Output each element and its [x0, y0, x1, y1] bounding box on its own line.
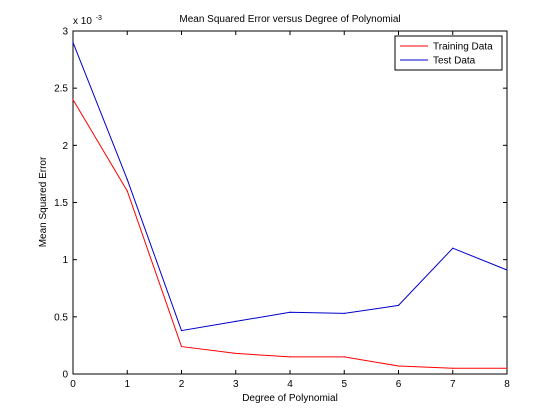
data-point [506, 367, 508, 369]
series-lines [72, 41, 508, 369]
legend-label: Test Data [433, 56, 476, 67]
data-point [72, 99, 74, 101]
data-point [343, 356, 345, 358]
y-scale-prefix: x 10 [73, 16, 92, 27]
x-tick-label: 4 [287, 379, 293, 390]
data-point [452, 367, 454, 369]
legend-label: Training Data [433, 42, 493, 53]
data-point [506, 269, 508, 271]
y-tick-label: 1 [62, 255, 68, 266]
data-point [126, 190, 128, 192]
y-tick-label: 3 [62, 27, 68, 38]
x-tick-label: 2 [179, 379, 185, 390]
x-tick-label: 8 [504, 379, 510, 390]
data-point [289, 311, 291, 313]
y-axis-label: Mean Squared Error [38, 156, 49, 247]
data-point [289, 356, 291, 358]
y-tick-label: 1.5 [54, 198, 68, 209]
x-tick-label: 3 [233, 379, 239, 390]
data-point [180, 345, 183, 348]
y-scale-exponent: -3 [96, 15, 102, 22]
data-point [180, 329, 183, 332]
data-point [397, 365, 400, 367]
data-point [235, 320, 237, 323]
legend-items: Training Data Test Data [400, 42, 493, 67]
data-point [72, 41, 74, 44]
data-point [343, 312, 345, 315]
data-point [397, 304, 400, 306]
y-tick-label: 0 [62, 370, 68, 381]
x-tick-label: 0 [70, 379, 76, 390]
x-tick-label: 7 [450, 379, 456, 390]
y-tick-label: 2 [62, 141, 68, 152]
y-scale-exponent-label: x 10 -3 [73, 15, 102, 27]
data-point [126, 179, 128, 181]
x-axis: 0 1 2 3 4 5 6 7 8 [70, 31, 510, 390]
x-tick-label: 1 [124, 379, 130, 390]
x-axis-label: Degree of Polynomial [242, 393, 338, 404]
x-tick-label: 6 [396, 379, 402, 390]
legend: Training Data Test Data [394, 35, 503, 71]
y-tick-label: 0.5 [54, 312, 68, 323]
x-tick-label: 5 [341, 379, 347, 390]
legend-box [394, 35, 503, 71]
data-point [235, 352, 237, 355]
data-point [452, 247, 454, 249]
chart-title: Mean Squared Error versus Degree of Poly… [179, 14, 400, 25]
y-tick-label: 2.5 [54, 84, 68, 95]
y-axis: 0 0.5 1 1.5 2 2.5 3 [54, 27, 507, 381]
plot-area [72, 30, 508, 375]
